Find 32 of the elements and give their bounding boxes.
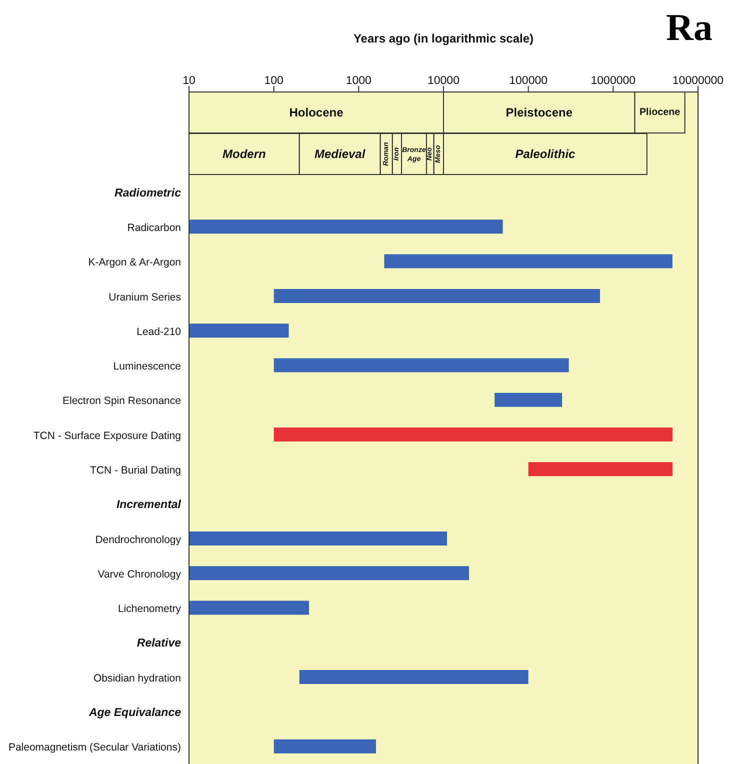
x-tick-label: 100000 <box>509 75 548 87</box>
x-tick-label: 1000000 <box>590 75 636 87</box>
data-label: Paleolithic <box>515 147 576 161</box>
y-tick-label: TCN - Surface Exposure Dating <box>33 430 182 442</box>
chart-title: Ra <box>666 7 712 49</box>
y-tick-label: TCN - Burial Dating <box>90 464 182 476</box>
x-axis-title: Years ago (in logarithmic scale) <box>353 32 534 46</box>
x-tick-label: 10000 <box>428 75 460 87</box>
data-label: Pleistocene <box>506 106 573 120</box>
y-tick-label: Incremental <box>116 499 182 512</box>
x-tick-label: 10000000 <box>672 75 724 87</box>
y-tick-label: Dendrochronology <box>95 534 182 546</box>
y-tick-label: Obsidian hydration <box>93 672 182 684</box>
x-tick-label: 10 <box>182 75 196 87</box>
y-tick-label: Uranium Series <box>108 291 181 304</box>
data-label: Modern <box>222 147 266 161</box>
y-tick-label: Paleomagnetism (Secular Variations) <box>8 742 181 754</box>
y-tick-label: Lead-210 <box>136 326 182 338</box>
y-tick-label: Radicarbon <box>127 222 182 234</box>
y-tick-label: Luminescence <box>113 360 182 373</box>
y-tick-label: Relative <box>136 638 182 650</box>
x-tick-label: 100 <box>264 75 284 87</box>
data-label: Holocene <box>289 106 344 120</box>
y-tick-label: Radiometric <box>114 187 182 200</box>
y-tick-label: Electron Spin Resonance <box>62 395 182 408</box>
y-tick-label: Varve Chronology <box>98 568 182 580</box>
data-label: Pliocene <box>639 107 681 118</box>
x-tick-label: 1000 <box>346 75 372 87</box>
data-label: Medieval <box>314 147 366 161</box>
y-tick-label: Lichenometry <box>118 603 182 616</box>
y-tick-label: K-Argon & Ar-Argon <box>88 256 182 269</box>
y-tick-label: Age Equivalance <box>88 707 182 720</box>
